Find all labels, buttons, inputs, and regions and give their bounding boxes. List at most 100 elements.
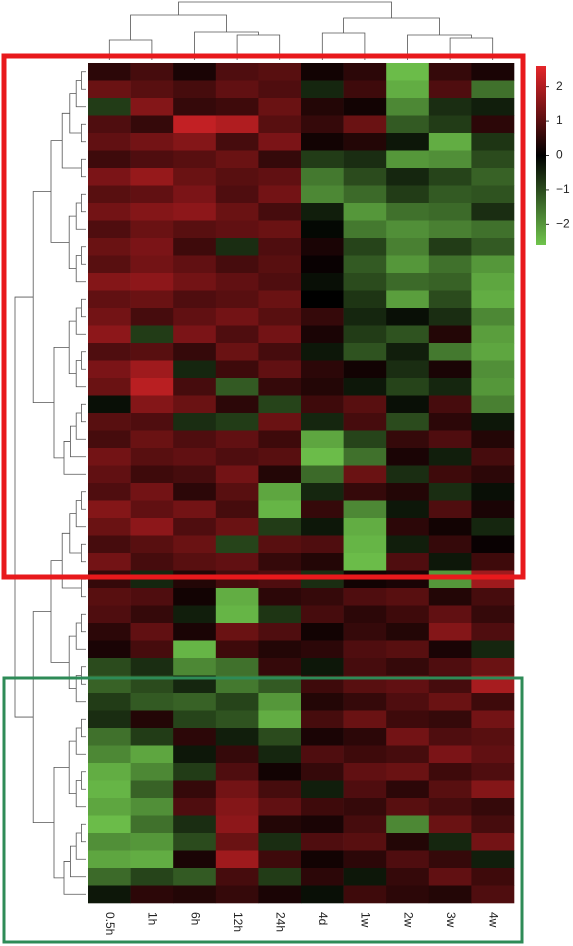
heatmap-cell <box>258 80 302 99</box>
heatmap-cell <box>130 465 174 484</box>
heatmap-cell <box>130 850 174 869</box>
heatmap-cell <box>88 658 131 676</box>
heatmap-cell <box>471 290 515 309</box>
heatmap-cell <box>130 728 174 746</box>
heatmap-cell <box>386 693 430 711</box>
heatmap-cell <box>258 343 302 361</box>
highlight-box-green <box>2 676 524 944</box>
heatmap-cell <box>301 483 344 501</box>
heatmap-cell <box>173 343 217 361</box>
heatmap-cell <box>343 553 387 571</box>
heatmap-cell <box>343 675 387 694</box>
heatmap-cell <box>428 500 472 519</box>
heatmap-cell <box>173 448 217 466</box>
heatmap-cell <box>130 220 174 239</box>
heatmap-cell <box>215 255 259 274</box>
heatmap-cell <box>130 763 174 781</box>
heatmap-cell <box>343 640 387 659</box>
heatmap-cell <box>88 833 131 851</box>
heatmap-cell <box>130 833 174 851</box>
heatmap-cell <box>386 483 430 501</box>
heatmap-cell <box>428 430 472 449</box>
heatmap-cell <box>343 360 387 379</box>
heatmap-cell <box>258 745 302 764</box>
heatmap-cell <box>173 203 217 221</box>
dendrogram-link <box>63 441 86 475</box>
heatmap-cell <box>301 308 344 326</box>
heatmap-cell <box>88 308 131 326</box>
heatmap-cell <box>173 745 217 764</box>
heatmap-cell <box>386 185 430 204</box>
x-tick-label: 4d <box>316 912 330 925</box>
heatmap-cell <box>386 675 430 694</box>
heatmap-cell <box>471 150 515 169</box>
heatmap-cell <box>173 658 217 676</box>
heatmap-cell <box>471 395 515 414</box>
heatmap-cell <box>88 815 131 834</box>
heatmap-cell <box>386 115 430 134</box>
highlight-box-red <box>1 53 526 580</box>
heatmap-cell <box>88 378 131 396</box>
heatmap-cell <box>428 728 472 746</box>
heatmap-cell <box>301 255 344 274</box>
heatmap-cell <box>258 63 302 81</box>
heatmap-cell <box>88 500 131 519</box>
heatmap-cell <box>343 780 387 799</box>
x-tick-label: 3w <box>444 912 458 928</box>
heatmap-cell <box>471 518 515 536</box>
heatmap-cell <box>471 850 515 869</box>
heatmap-cell <box>301 553 344 571</box>
heatmap-cell <box>386 343 430 361</box>
heatmap-cell <box>88 63 131 81</box>
heatmap-cell <box>215 640 259 659</box>
heatmap-cell <box>173 483 217 501</box>
heatmap-cell <box>258 518 302 536</box>
heatmap-cell <box>130 115 174 134</box>
heatmap-cell <box>173 63 217 81</box>
heatmap-cell <box>471 98 515 116</box>
heatmap-cell <box>471 378 515 396</box>
heatmap-cell <box>88 150 131 169</box>
heatmap-cell <box>471 745 515 764</box>
colorbar <box>536 66 546 245</box>
heatmap-cell <box>471 343 515 361</box>
heatmap-cell <box>130 63 174 81</box>
heatmap-cell <box>471 168 515 186</box>
heatmap-cell <box>215 430 259 449</box>
heatmap-cell <box>173 553 217 571</box>
dendrogram-link <box>61 532 82 589</box>
heatmap-cell <box>258 850 302 869</box>
heatmap-cell <box>343 395 387 414</box>
heatmap-cell <box>173 98 217 116</box>
heatmap-cell <box>471 763 515 781</box>
heatmap-cell <box>386 850 430 869</box>
heatmap-cell <box>88 290 131 309</box>
heatmap-cell <box>88 710 131 729</box>
heatmap-cell <box>258 273 302 291</box>
heatmap-cell <box>258 378 302 396</box>
heatmap-cell <box>258 868 302 886</box>
x-tick-label: 1w <box>359 912 373 928</box>
heatmap-cell <box>301 763 344 781</box>
heatmap-cell <box>173 588 217 606</box>
heatmap-cell <box>173 430 217 449</box>
heatmap-cell <box>215 168 259 186</box>
heatmap-cell <box>258 623 302 641</box>
heatmap-cell <box>88 238 131 256</box>
heatmap-cell <box>301 588 344 606</box>
heatmap-cell <box>88 80 131 99</box>
heatmap-cell <box>258 588 302 606</box>
heatmap-cell <box>428 98 472 116</box>
heatmap-cell <box>173 798 217 816</box>
heatmap-cell <box>130 868 174 886</box>
heatmap-cell <box>173 885 217 904</box>
heatmap-cell <box>88 798 131 816</box>
dendrogram-link <box>81 193 86 213</box>
heatmap-cell <box>258 360 302 379</box>
heatmap-cell <box>428 378 472 396</box>
heatmap-cell <box>386 465 430 484</box>
heatmap-cell <box>88 850 131 869</box>
heatmap-cell <box>343 623 387 641</box>
heatmap-cell <box>343 378 387 396</box>
heatmap-cell <box>471 693 515 711</box>
